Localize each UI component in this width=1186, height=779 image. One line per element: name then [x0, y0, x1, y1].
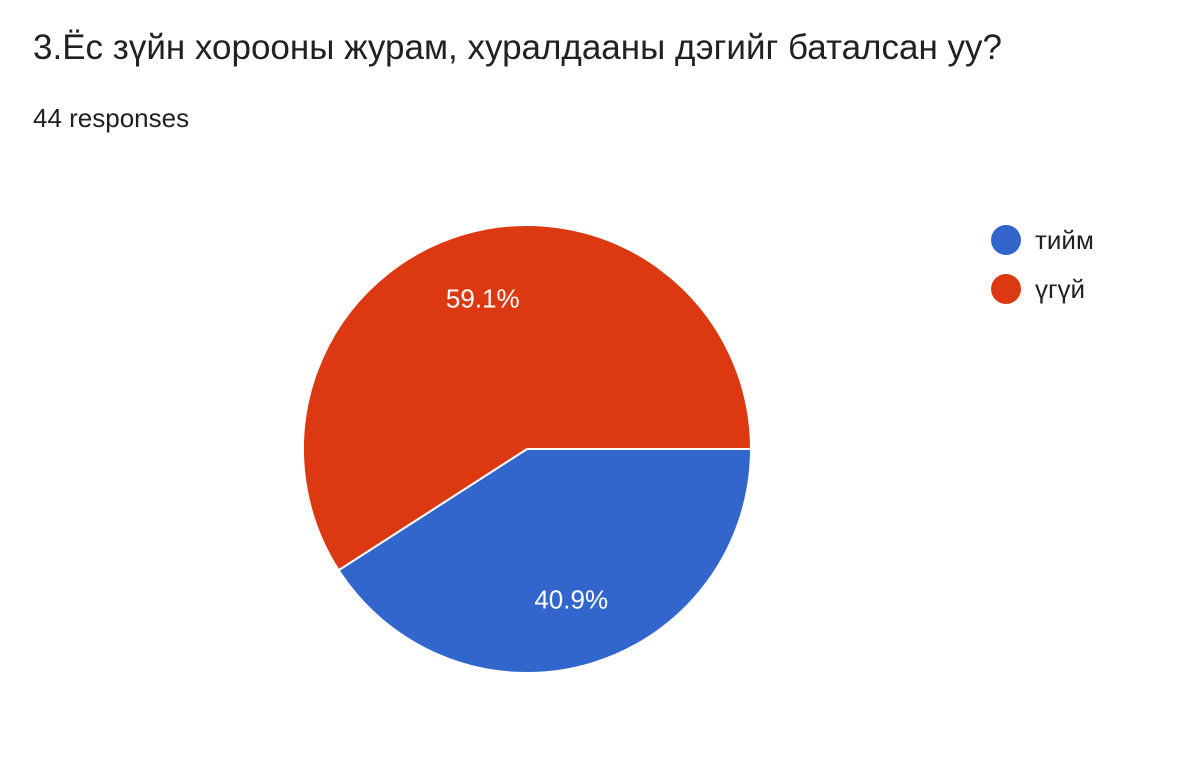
legend-item-tiim[interactable]: тийм	[991, 222, 1094, 258]
response-count: 44 responses	[33, 103, 190, 133]
legend-label: тийм	[1035, 225, 1094, 255]
pie-slice-label-1: 59.1%	[446, 284, 520, 314]
chart-title: 3.Ёс зүйн хорооны журам, хуралдааны дэги…	[33, 28, 1002, 67]
pie-slice-1[interactable]	[302, 224, 753, 572]
legend-label: үгүй	[1035, 274, 1086, 304]
legend-swatch-ugui	[991, 274, 1021, 304]
legend-swatch-tiim	[991, 225, 1021, 255]
pie-labels: 40.9% 59.1%	[446, 284, 608, 615]
legend-item-ugui[interactable]: үгүй	[991, 271, 1094, 307]
legend: тийм үгүй	[991, 222, 1094, 320]
pie-slices	[302, 224, 753, 674]
pie-slice-label-0: 40.9%	[534, 584, 608, 614]
